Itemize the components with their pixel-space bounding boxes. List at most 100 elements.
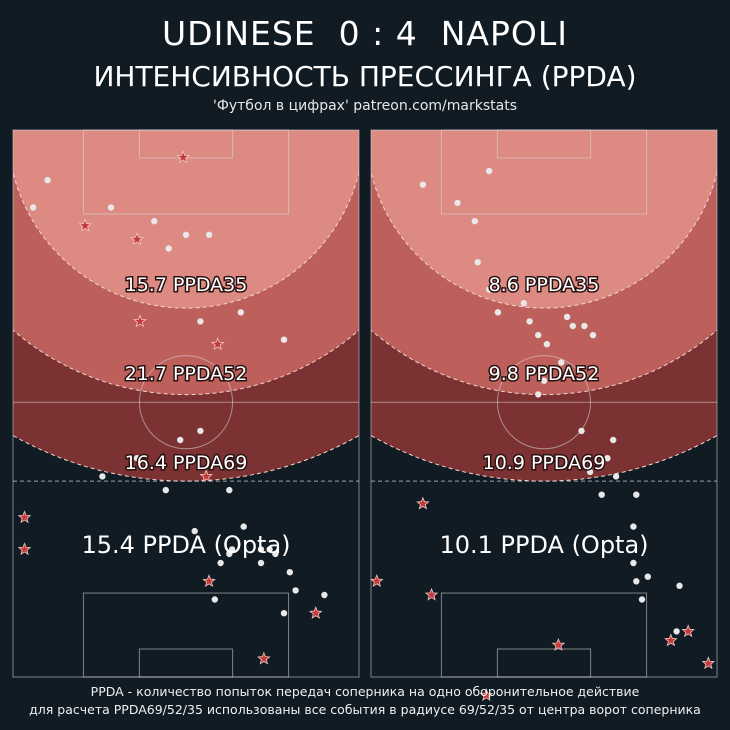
pitch-panel-napoli: 8.6 PPDA35 9.8 PPDA52 10.9 PPDA69 10.1 PPDA… bbox=[370, 129, 718, 701]
zone-label-ppda35: 8.6 PPDA35 bbox=[489, 274, 600, 296]
event-dot bbox=[644, 573, 651, 580]
event-dot bbox=[535, 391, 542, 398]
event-dot bbox=[454, 199, 461, 207]
event-dot bbox=[237, 309, 244, 316]
event-star bbox=[78, 218, 92, 232]
event-dot bbox=[543, 341, 551, 348]
event-star bbox=[17, 542, 32, 556]
event-dot bbox=[30, 204, 37, 211]
event-dot bbox=[257, 559, 265, 567]
event-dot bbox=[563, 313, 571, 321]
six-yard-box-top bbox=[496, 129, 592, 159]
event-dot bbox=[205, 231, 213, 238]
event-dot bbox=[419, 181, 427, 188]
event-star bbox=[551, 637, 566, 651]
pressing-zones bbox=[371, 130, 717, 482]
opta-ppda-label: 10.1 PPDA (Opta) bbox=[439, 531, 648, 559]
zone-label-ppda52: 21.7 PPDA52 bbox=[125, 363, 248, 385]
event-stars bbox=[370, 496, 716, 701]
penalty-box-bottom bbox=[82, 592, 290, 678]
event-star bbox=[210, 337, 225, 350]
footer-line-1: PPDA - количество попыток передач соперн… bbox=[90, 684, 640, 699]
zone-ppda35 bbox=[13, 130, 359, 309]
event-star bbox=[479, 688, 494, 701]
event-dot bbox=[211, 596, 218, 603]
footer-notes: PPDA - количество попыток передач соперн… bbox=[0, 683, 730, 719]
event-dot bbox=[151, 218, 158, 225]
six-yard-box-bottom bbox=[138, 648, 234, 678]
event-dot bbox=[197, 427, 204, 435]
event-dot bbox=[280, 336, 288, 343]
centre-circle bbox=[496, 355, 592, 450]
event-dot bbox=[586, 468, 594, 476]
chart-subtitle: ИНТЕНСИВНОСТЬ ПРЕССИНГА (PPDA) bbox=[93, 60, 637, 93]
event-dot bbox=[630, 523, 637, 530]
event-dot bbox=[526, 318, 533, 325]
event-dot bbox=[598, 491, 605, 498]
event-dot bbox=[133, 455, 141, 462]
event-dot bbox=[182, 231, 190, 238]
zone-label-ppda69: 16.4 PPDA69 bbox=[125, 452, 248, 474]
event-dot bbox=[280, 610, 288, 617]
pitch-markings bbox=[12, 129, 360, 678]
event-dot bbox=[107, 204, 115, 211]
event-dot bbox=[520, 300, 527, 307]
event-dot bbox=[226, 486, 233, 494]
six-yard-box-bottom bbox=[496, 648, 592, 678]
event-dot bbox=[165, 245, 172, 252]
event-dot bbox=[240, 523, 247, 530]
event-star bbox=[416, 496, 430, 510]
match-title: UDINESE 0 : 4 NAPOLI bbox=[162, 14, 568, 53]
pitch-markings bbox=[370, 129, 718, 678]
event-star bbox=[176, 150, 190, 164]
credit-line: 'Футбол в цифрах' patreon.com/markstats bbox=[212, 98, 518, 114]
event-dot bbox=[633, 491, 640, 498]
event-dot bbox=[612, 473, 620, 480]
event-star bbox=[199, 469, 213, 483]
event-dot bbox=[630, 559, 637, 567]
event-dot bbox=[673, 628, 680, 635]
event-star bbox=[133, 314, 147, 328]
penalty-box-bottom bbox=[440, 592, 648, 678]
event-dot bbox=[191, 527, 198, 535]
event-dot bbox=[44, 176, 51, 184]
event-dot bbox=[486, 286, 493, 293]
event-dots bbox=[30, 176, 328, 617]
event-dot bbox=[217, 559, 224, 567]
event-dot bbox=[486, 167, 493, 175]
event-dot bbox=[266, 546, 273, 553]
event-dot bbox=[286, 569, 293, 576]
event-dot bbox=[474, 259, 481, 266]
event-dot bbox=[197, 318, 204, 325]
event-dot bbox=[321, 591, 328, 599]
opta-ppda-label: 15.4 PPDA (Opta) bbox=[81, 531, 290, 559]
event-dot bbox=[589, 331, 597, 339]
zone-label-ppda69: 10.9 PPDA69 bbox=[483, 452, 606, 474]
event-dot bbox=[257, 546, 265, 553]
event-dot bbox=[535, 331, 542, 339]
event-dot bbox=[272, 550, 279, 558]
event-star bbox=[681, 624, 695, 638]
event-dot bbox=[177, 436, 184, 444]
event-dot bbox=[676, 582, 683, 589]
event-stars bbox=[17, 150, 323, 665]
event-star bbox=[130, 232, 144, 246]
event-star bbox=[17, 510, 32, 524]
footer-line-2: для расчета PPDA69/52/35 использованы вс… bbox=[29, 702, 701, 717]
centre-circle bbox=[138, 355, 234, 450]
event-dot bbox=[569, 322, 576, 330]
event-dot bbox=[292, 587, 299, 594]
event-dot bbox=[578, 427, 585, 435]
pressing-zones bbox=[13, 130, 359, 482]
event-dots bbox=[419, 167, 683, 635]
event-dot bbox=[471, 218, 478, 225]
event-dot bbox=[99, 473, 106, 480]
event-star bbox=[370, 574, 384, 588]
zone-ppda35 bbox=[371, 130, 717, 309]
event-dot bbox=[581, 322, 588, 330]
event-dot bbox=[226, 550, 233, 558]
pitch-panel-udinese: 15.7 PPDA35 21.7 PPDA52 16.4 PPDA69 15.4 PP… bbox=[12, 129, 360, 678]
event-star bbox=[308, 606, 323, 619]
zone-label-ppda52: 9.8 PPDA52 bbox=[489, 363, 600, 385]
